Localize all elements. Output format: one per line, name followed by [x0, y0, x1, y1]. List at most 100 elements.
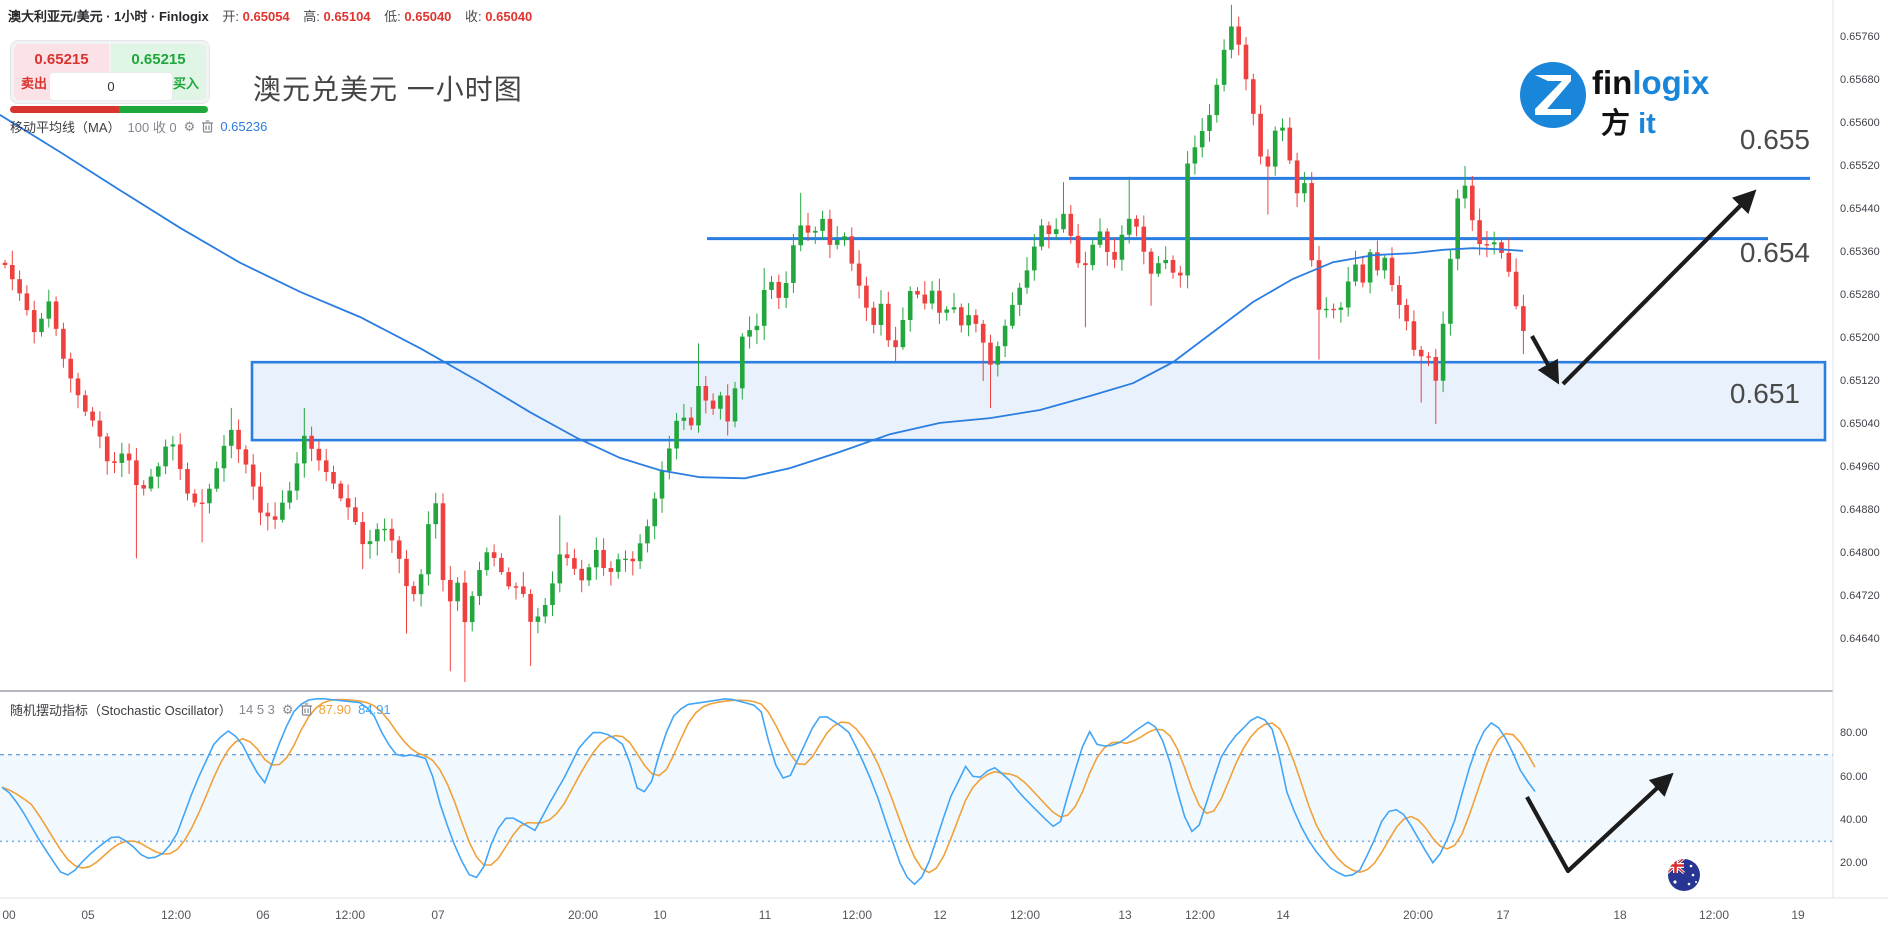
sell-button[interactable]: 卖出: [21, 76, 48, 91]
price-tick-label: 0.64880: [1840, 504, 1880, 516]
symbol-info-bar[interactable]: 澳大利亚元/美元 · 1小时 · Finlogix 开: 0.65054 高: …: [8, 6, 532, 25]
time-tick-label: 12: [933, 908, 947, 922]
candle-body: [440, 503, 446, 581]
candle-body: [900, 319, 906, 348]
candle-body: [31, 310, 37, 333]
candle-body: [1426, 356, 1431, 358]
candle-body: [594, 549, 599, 568]
candle-body: [557, 554, 563, 584]
candle-body: [1294, 160, 1300, 194]
sell-price: 0.65215: [34, 51, 89, 68]
price-tick-label: 0.64800: [1840, 547, 1880, 559]
candle-body: [1214, 84, 1220, 116]
australia-flag-icon: [1668, 859, 1700, 891]
candle-body: [878, 303, 884, 325]
candle-body: [937, 290, 942, 313]
candle-body: [776, 281, 782, 298]
candle-body: [404, 558, 409, 587]
price-tick-label: 0.64960: [1840, 461, 1880, 473]
ma-indicator-row[interactable]: 移动平均线（MA） 100 收 0 ⚙ 0.65236: [10, 117, 267, 136]
candle-body: [820, 218, 825, 231]
candle-body: [1455, 198, 1460, 259]
candle-body: [1404, 304, 1409, 322]
candle-body: [272, 516, 278, 520]
candle-body: [1243, 44, 1249, 80]
high-label: 高:: [303, 9, 320, 24]
candle-body: [791, 245, 796, 283]
price-tick-label: 0.65680: [1840, 74, 1880, 86]
high-value: 0.65104: [323, 9, 371, 24]
candle-body: [469, 596, 475, 623]
trash-icon[interactable]: [300, 703, 312, 716]
candle-body: [1083, 263, 1088, 266]
candle-body: [1039, 225, 1044, 247]
stochastic-k-value: 84.91: [358, 702, 391, 717]
candle-body: [68, 358, 73, 379]
candle-body: [864, 285, 869, 308]
candle-body: [83, 395, 88, 412]
candle-body: [199, 502, 205, 504]
candle-body: [513, 586, 519, 588]
quantity-input[interactable]: [50, 73, 172, 100]
candle-body: [1148, 251, 1154, 274]
candle-body: [966, 315, 971, 326]
time-tick-label: 05: [81, 908, 95, 922]
candle-body: [396, 540, 402, 559]
candle-body: [39, 318, 44, 333]
candle-body: [740, 336, 745, 389]
candle-body: [1199, 130, 1205, 148]
stochastic-label: 随机摆动指标（Stochastic Oscillator）: [10, 703, 232, 718]
candle-body: [959, 307, 964, 326]
candle-body: [112, 461, 117, 463]
close-label: 收:: [465, 9, 482, 24]
candle-body: [265, 512, 271, 517]
candle-body: [1389, 257, 1395, 286]
price-tick-label: 0.65040: [1840, 418, 1880, 430]
trash-icon[interactable]: [202, 120, 214, 133]
candle-body: [1462, 185, 1468, 199]
candle-body: [1053, 229, 1059, 234]
candle-body: [1207, 115, 1212, 131]
level-label-0655: 0.655: [1739, 124, 1810, 155]
candle-body: [331, 471, 336, 484]
finlogix-wordmark: finlogix: [1592, 64, 1710, 101]
buy-button[interactable]: 买入: [172, 76, 199, 91]
candle-body: [484, 552, 490, 571]
candle-body: [813, 230, 818, 233]
candle-body: [426, 524, 431, 575]
candle-body: [1309, 183, 1314, 261]
candle-body: [1287, 127, 1293, 161]
candle-body: [294, 463, 300, 491]
stochastic-indicator-row[interactable]: 随机摆动指标（Stochastic Oscillator） 14 5 3 ⚙ 8…: [10, 700, 391, 719]
candle-body: [1156, 263, 1161, 274]
time-tick-label: 13: [1118, 908, 1132, 922]
candle-body: [1375, 252, 1380, 271]
candle-body: [747, 330, 752, 337]
candle-body: [1302, 183, 1307, 194]
candle-body: [46, 301, 52, 319]
gear-icon[interactable]: ⚙: [281, 701, 294, 717]
candle-body: [177, 444, 183, 470]
candle-body: [214, 468, 219, 489]
price-tick-label: 0.65520: [1840, 160, 1880, 172]
candle-body: [375, 529, 380, 542]
candle-body: [1411, 321, 1417, 350]
gear-icon[interactable]: ⚙: [183, 118, 196, 134]
candle-body: [1338, 307, 1344, 310]
order-widget: 0.65215 卖出 0.65215 买入: [10, 40, 210, 104]
candle-body: [1134, 218, 1139, 227]
candle-body: [1097, 231, 1103, 245]
candle-body: [1360, 264, 1366, 283]
candle-body: [1433, 356, 1439, 381]
candle-body: [579, 568, 584, 581]
candle-body: [1345, 281, 1351, 308]
candle-body: [185, 469, 190, 494]
level-label-0651: 0.651: [1729, 378, 1800, 409]
candle-body: [250, 464, 256, 487]
price-tick-label: 0.65360: [1840, 246, 1880, 258]
time-tick-label: 17: [1496, 908, 1510, 922]
finlogix-cn-wordmark: 方 it: [1601, 108, 1656, 140]
candle-body: [696, 385, 701, 426]
